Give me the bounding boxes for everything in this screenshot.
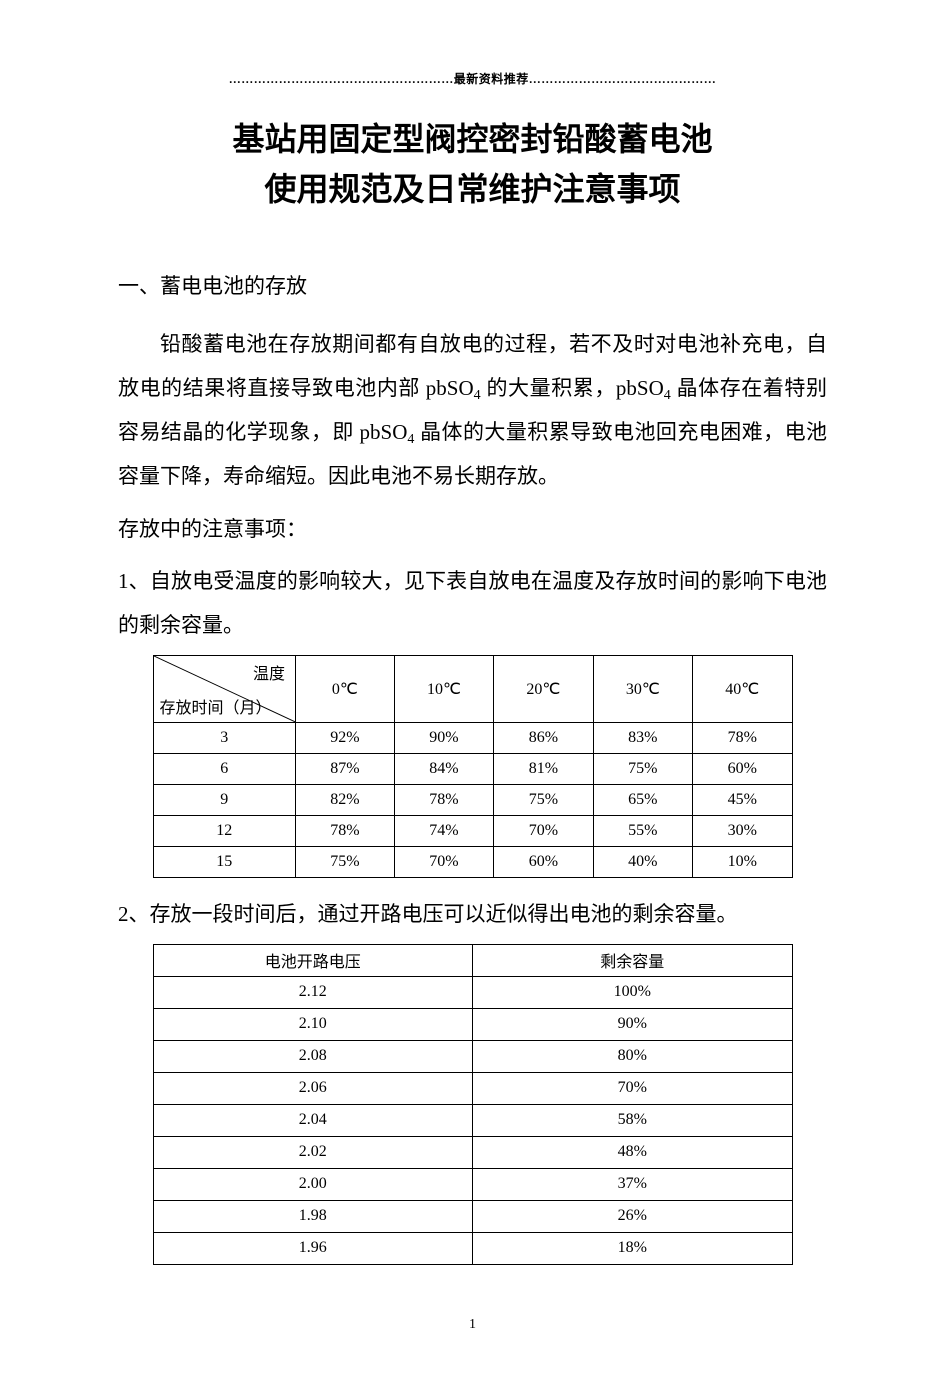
table-cell: 78% bbox=[394, 784, 493, 815]
table-cell: 2.06 bbox=[153, 1072, 473, 1104]
table-row: 2.0037% bbox=[153, 1168, 792, 1200]
table-row: 2.0458% bbox=[153, 1104, 792, 1136]
table-row: 1.9826% bbox=[153, 1200, 792, 1232]
table-row: 1278%74%70%55%30% bbox=[153, 815, 792, 846]
table-row: 2.0248% bbox=[153, 1136, 792, 1168]
subscript-2: 4 bbox=[664, 388, 671, 403]
table-cell: 75% bbox=[593, 753, 692, 784]
table-row-label: 15 bbox=[153, 846, 295, 877]
table-cell: 87% bbox=[295, 753, 394, 784]
table-row: 1.9618% bbox=[153, 1232, 792, 1264]
table-cell: 70% bbox=[494, 815, 593, 846]
title-line-1: 基站用固定型阀控密封铅酸蓄电池 bbox=[118, 115, 827, 165]
table-cell: 60% bbox=[693, 753, 792, 784]
table-cell: 2.02 bbox=[153, 1136, 473, 1168]
table-cell: 65% bbox=[593, 784, 692, 815]
table-cell: 74% bbox=[394, 815, 493, 846]
table-row: 982%78%75%65%45% bbox=[153, 784, 792, 815]
table-row: 2.12100% bbox=[153, 976, 792, 1008]
table-column-header: 0℃ bbox=[295, 655, 394, 722]
table-cell: 70% bbox=[394, 846, 493, 877]
table-cell: 55% bbox=[593, 815, 692, 846]
table-cell: 78% bbox=[693, 722, 792, 753]
table-cell: 1.96 bbox=[153, 1232, 473, 1264]
paragraph-2: 存放中的注意事项： bbox=[118, 507, 827, 551]
list-item-1: 1、自放电受温度的影响较大，见下表自放电在温度及存放时间的影响下电池的剩余容量。 bbox=[118, 559, 827, 647]
table-cell: 81% bbox=[494, 753, 593, 784]
table-cell: 100% bbox=[473, 976, 793, 1008]
table-cell: 45% bbox=[693, 784, 792, 815]
table-cell: 70% bbox=[473, 1072, 793, 1104]
header-decoration: ………………………………………………最新资料推荐……………………………………… bbox=[118, 70, 827, 87]
table-cell: 58% bbox=[473, 1104, 793, 1136]
diag-bottom-label: 存放时间（月） bbox=[160, 694, 272, 718]
table-cell: 75% bbox=[295, 846, 394, 877]
table-cell: 1.98 bbox=[153, 1200, 473, 1232]
table-cell: 18% bbox=[473, 1232, 793, 1264]
table-cell: 82% bbox=[295, 784, 394, 815]
table-column-header: 10℃ bbox=[394, 655, 493, 722]
table-cell: 60% bbox=[494, 846, 593, 877]
diagonal-header-cell: 温度 存放时间（月） bbox=[153, 655, 295, 722]
self-discharge-table: 温度 存放时间（月） 0℃ 10℃ 20℃ 30℃ 40℃ 392%90%86%… bbox=[153, 655, 793, 878]
table-cell: 75% bbox=[494, 784, 593, 815]
table-row: 温度 存放时间（月） 0℃ 10℃ 20℃ 30℃ 40℃ bbox=[153, 655, 792, 722]
table2-body: 2.12100%2.1090%2.0880%2.0670%2.0458%2.02… bbox=[153, 976, 792, 1264]
title-line-2: 使用规范及日常维护注意事项 bbox=[118, 165, 827, 215]
table-cell: 2.04 bbox=[153, 1104, 473, 1136]
subscript-1: 4 bbox=[474, 388, 481, 403]
table-cell: 83% bbox=[593, 722, 692, 753]
table-column-header: 剩余容量 bbox=[473, 944, 793, 976]
open-circuit-voltage-table: 电池开路电压 剩余容量 2.12100%2.1090%2.0880%2.0670… bbox=[153, 944, 793, 1265]
table-column-header: 30℃ bbox=[593, 655, 692, 722]
subscript-3: 4 bbox=[407, 432, 414, 447]
page-number: 1 bbox=[118, 1317, 827, 1333]
list-item-2: 2、存放一段时间后，通过开路电压可以近似得出电池的剩余容量。 bbox=[118, 892, 827, 936]
table-cell: 37% bbox=[473, 1168, 793, 1200]
table-row: 1575%70%60%40%10% bbox=[153, 846, 792, 877]
table-row: 2.0880% bbox=[153, 1040, 792, 1072]
table-row-label: 12 bbox=[153, 815, 295, 846]
table-cell: 2.00 bbox=[153, 1168, 473, 1200]
table-cell: 26% bbox=[473, 1200, 793, 1232]
table-cell: 90% bbox=[394, 722, 493, 753]
table-cell: 90% bbox=[473, 1008, 793, 1040]
table-cell: 2.08 bbox=[153, 1040, 473, 1072]
table-row: 2.1090% bbox=[153, 1008, 792, 1040]
table-row-label: 6 bbox=[153, 753, 295, 784]
table-row: 687%84%81%75%60% bbox=[153, 753, 792, 784]
paragraph-1: 铅酸蓄电池在存放期间都有自放电的过程，若不及时对电池补充电，自放电的结果将直接导… bbox=[118, 322, 827, 498]
para1-mid: 的大量积累，pbSO bbox=[481, 376, 664, 400]
table-cell: 84% bbox=[394, 753, 493, 784]
table-cell: 86% bbox=[494, 722, 593, 753]
table-cell: 40% bbox=[593, 846, 692, 877]
table-row: 2.0670% bbox=[153, 1072, 792, 1104]
table-column-header: 40℃ bbox=[693, 655, 792, 722]
table-cell: 2.10 bbox=[153, 1008, 473, 1040]
table-row-label: 3 bbox=[153, 722, 295, 753]
table-cell: 2.12 bbox=[153, 976, 473, 1008]
table-cell: 80% bbox=[473, 1040, 793, 1072]
table-column-header: 电池开路电压 bbox=[153, 944, 473, 976]
table-cell: 92% bbox=[295, 722, 394, 753]
document-title: 基站用固定型阀控密封铅酸蓄电池 使用规范及日常维护注意事项 bbox=[118, 115, 827, 214]
section-1-heading: 一、蓄电电池的存放 bbox=[118, 270, 827, 300]
table-cell: 10% bbox=[693, 846, 792, 877]
table-row: 392%90%86%83%78% bbox=[153, 722, 792, 753]
table-cell: 30% bbox=[693, 815, 792, 846]
document-page: ………………………………………………最新资料推荐……………………………………… … bbox=[0, 0, 945, 1373]
table-cell: 48% bbox=[473, 1136, 793, 1168]
table-column-header: 20℃ bbox=[494, 655, 593, 722]
table-cell: 78% bbox=[295, 815, 394, 846]
table-row: 电池开路电压 剩余容量 bbox=[153, 944, 792, 976]
table-row-label: 9 bbox=[153, 784, 295, 815]
diag-top-label: 温度 bbox=[253, 660, 285, 684]
table1-body: 392%90%86%83%78%687%84%81%75%60%982%78%7… bbox=[153, 722, 792, 877]
